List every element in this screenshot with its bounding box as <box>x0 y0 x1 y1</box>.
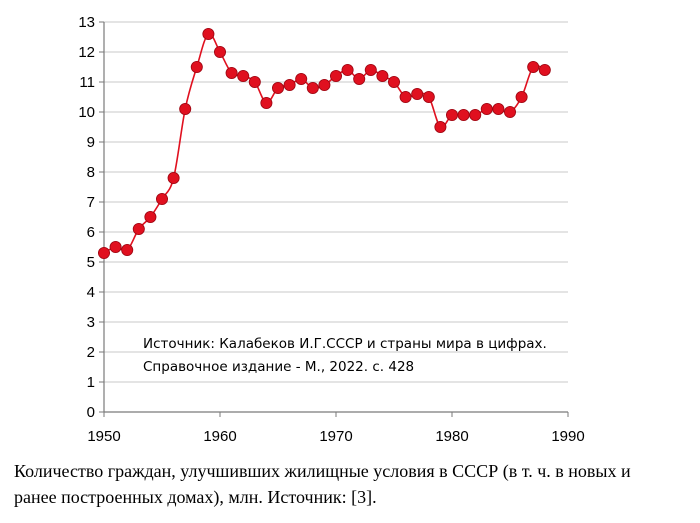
caption-line-1: Количество граждан, улучшивших жилищные … <box>14 461 631 481</box>
data-point-1965 <box>271 82 284 95</box>
data-point-1981 <box>457 109 470 122</box>
y-tick-label-13: 13 <box>78 14 95 31</box>
y-tick-label-12: 12 <box>78 44 95 61</box>
data-point-1966 <box>283 79 296 92</box>
y-tick-label-0: 0 <box>87 404 95 421</box>
data-point-1956 <box>167 171 180 184</box>
data-points <box>98 27 551 259</box>
data-point-1952 <box>121 243 134 256</box>
data-point-1988 <box>538 64 551 77</box>
source-annotation-line-2: Справочное издание - М., 2022. с. 428 <box>143 359 414 375</box>
x-tick-label-1970: 1970 <box>319 428 352 445</box>
data-point-1983 <box>480 103 493 116</box>
y-tick-label-10: 10 <box>78 104 95 121</box>
data-point-1984 <box>492 103 505 116</box>
data-point-1978 <box>422 91 435 104</box>
data-point-1986 <box>515 91 528 104</box>
data-point-1961 <box>225 67 238 80</box>
y-tick-label-7: 7 <box>87 194 95 211</box>
data-point-1976 <box>399 91 412 104</box>
data-point-1962 <box>237 70 250 83</box>
data-point-1972 <box>353 73 366 86</box>
data-point-1955 <box>155 192 168 205</box>
data-point-1975 <box>387 76 400 89</box>
data-point-1967 <box>295 73 308 86</box>
x-tick-label-1950: 1950 <box>87 428 120 445</box>
caption-line-2: ранее построенных домах), млн. Источник:… <box>14 487 377 507</box>
y-tick-label-8: 8 <box>87 164 95 181</box>
y-tick-label-4: 4 <box>87 284 95 301</box>
data-point-1985 <box>503 106 516 119</box>
data-point-1971 <box>341 64 354 77</box>
y-tick-label-6: 6 <box>87 224 95 241</box>
source-annotation-line-1: Источник: Калабеков И.Г.СССР и страны ми… <box>143 336 547 352</box>
data-point-1954 <box>144 210 157 223</box>
data-point-1973 <box>364 64 377 77</box>
data-point-1980 <box>445 109 458 122</box>
y-tick-label-2: 2 <box>87 344 95 361</box>
data-point-1970 <box>329 70 342 83</box>
data-point-1987 <box>527 61 540 74</box>
data-point-1974 <box>376 70 389 83</box>
x-tick-label-1980: 1980 <box>435 428 468 445</box>
x-tick-label-1990: 1990 <box>551 428 584 445</box>
data-point-1957 <box>179 103 192 116</box>
data-point-1982 <box>469 109 482 122</box>
data-point-1964 <box>260 97 273 110</box>
y-tick-label-5: 5 <box>87 254 95 271</box>
figure-caption: Количество граждан, улучшивших жилищные … <box>14 458 698 510</box>
data-point-1968 <box>306 82 319 95</box>
data-point-1977 <box>411 88 424 101</box>
series-line <box>103 32 546 254</box>
x-axis-ticks: 1950 1960 1970 1980 1990 <box>87 412 585 445</box>
data-point-1950 <box>98 246 111 259</box>
y-tick-label-1: 1 <box>87 374 95 391</box>
y-tick-label-9: 9 <box>87 134 95 151</box>
y-tick-label-11: 11 <box>79 74 95 91</box>
y-tick-label-3: 3 <box>87 314 95 331</box>
data-point-1953 <box>132 222 145 235</box>
data-point-1959 <box>202 27 215 40</box>
data-point-1958 <box>190 61 203 74</box>
data-point-1951 <box>109 240 122 253</box>
data-point-1969 <box>318 79 331 92</box>
data-point-1963 <box>248 76 261 89</box>
x-tick-label-1960: 1960 <box>203 428 236 445</box>
data-point-1979 <box>434 121 447 134</box>
data-point-1960 <box>213 46 226 59</box>
